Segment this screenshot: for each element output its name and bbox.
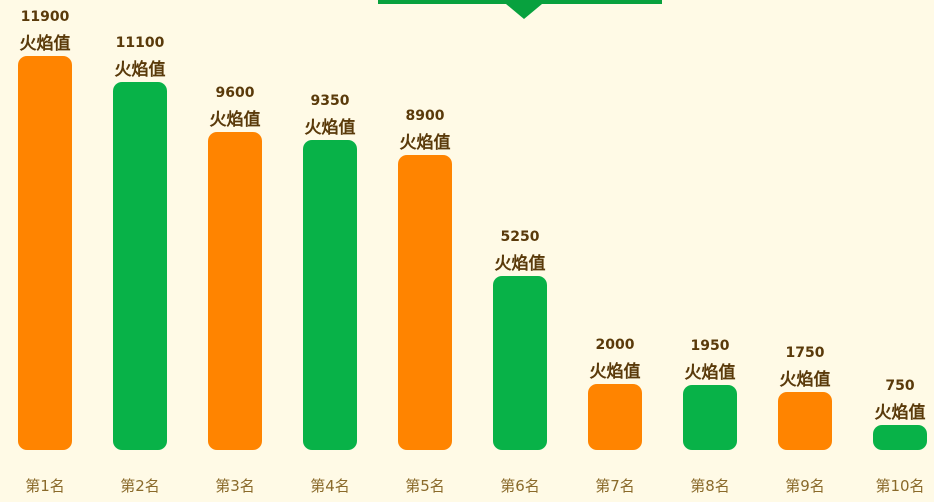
bar-value-label: 9350	[310, 93, 350, 110]
bar-unit-label: 火焰值	[874, 403, 926, 424]
bar-value-label: 8900	[405, 108, 445, 125]
category-label: 第1名	[25, 477, 65, 495]
bar-value-label: 750	[885, 378, 915, 395]
category-label: 第8名	[690, 477, 730, 495]
bar-value-label: 11100	[115, 35, 165, 52]
category-label: 第6名	[500, 477, 540, 495]
bar-6	[493, 276, 547, 450]
bar-unit-label: 火焰值	[494, 254, 546, 275]
category-label: 第3名	[215, 477, 255, 495]
header-banner-bar	[378, 0, 662, 4]
bar-unit-label: 火焰值	[114, 60, 166, 81]
bar-1	[18, 56, 72, 450]
bar-value-label: 5250	[500, 229, 540, 246]
bar-unit-label: 火焰值	[19, 34, 71, 54]
bar-8	[683, 385, 737, 450]
category-label: 第2名	[120, 477, 160, 495]
bar-value-label: 2000	[595, 336, 635, 353]
bar-unit-label: 火焰值	[589, 361, 641, 382]
bar-value-label: 1750	[785, 345, 825, 362]
bar-unit-label: 火焰值	[779, 370, 831, 391]
category-label: 第7名	[595, 477, 635, 495]
bar-unit-label: 火焰值	[209, 110, 261, 131]
category-label: 第9名	[785, 477, 825, 495]
category-label: 第10名	[875, 477, 925, 495]
category-label: 第4名	[310, 477, 350, 495]
category-label: 第5名	[405, 477, 445, 495]
bar-7	[588, 383, 642, 450]
bar-9	[778, 392, 832, 450]
bar-2	[113, 82, 167, 450]
header-banner-arrow	[506, 4, 542, 19]
bar-unit-label: 火焰值	[304, 118, 356, 139]
bar-3	[208, 132, 262, 450]
bar-unit-label: 火焰值	[684, 363, 736, 384]
bar-unit-label: 火焰值	[399, 133, 451, 154]
bar-value-label: 9600	[215, 85, 255, 102]
bar-value-label: 1950	[690, 338, 730, 355]
bar-5	[398, 155, 452, 450]
bar-value-label: 11900	[20, 9, 70, 25]
bar-4	[303, 140, 357, 450]
bar-10	[873, 425, 927, 450]
